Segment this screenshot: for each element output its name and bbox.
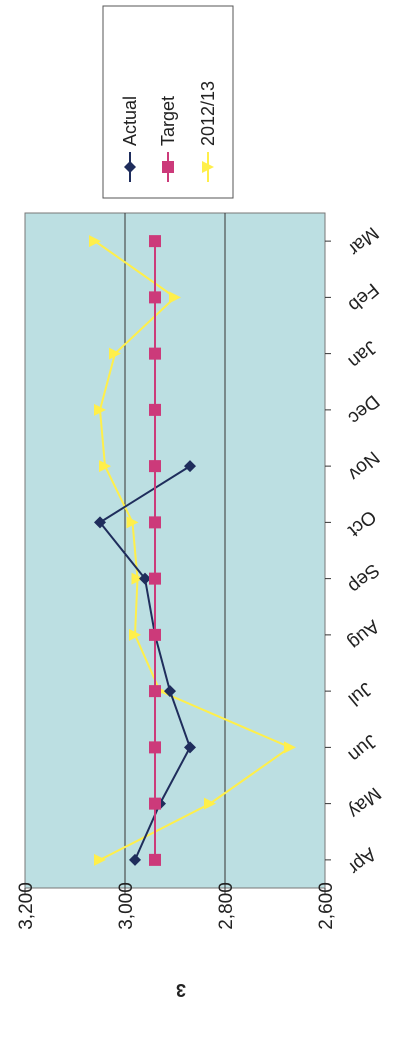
data-point: [169, 291, 181, 304]
x-tick-label: Mar: [343, 222, 382, 260]
data-point: [99, 460, 111, 473]
series-target: [149, 235, 161, 866]
data-point: [149, 291, 161, 304]
data-point: [184, 460, 196, 473]
data-point: [149, 741, 161, 754]
data-point: [109, 347, 121, 360]
x-tick-label: Jan: [344, 336, 381, 372]
data-point: [94, 403, 106, 416]
data-point: [149, 403, 161, 416]
x-tick-label: Apr: [343, 843, 380, 879]
data-point: [149, 685, 161, 698]
data-point: [284, 741, 296, 754]
legend: Actual Target 2012/13: [102, 5, 234, 199]
plot-area: [24, 212, 326, 889]
x-tick-label: May: [343, 783, 384, 822]
data-point: [204, 797, 216, 810]
data-point: [94, 853, 106, 866]
data-point: [94, 516, 106, 529]
series-2012-13: [89, 235, 296, 866]
data-point: [149, 516, 161, 529]
data-point: [89, 235, 101, 248]
x-tick-label: Dec: [344, 390, 383, 428]
legend-label: Actual: [120, 96, 140, 146]
legend-item: Target: [158, 96, 178, 182]
y-axis-ticks: 3,200 3,000 2,800 2,600: [16, 882, 337, 930]
legend-label: Target: [158, 96, 178, 146]
legend-swatch-marker: [124, 161, 136, 173]
data-point: [149, 572, 161, 585]
data-point: [164, 685, 176, 698]
data-point: [149, 347, 161, 360]
x-tick-label: Jul: [344, 678, 376, 710]
x-tick-label: Jun: [344, 730, 381, 766]
legend-items: Actual Target 2012/13: [120, 81, 218, 182]
y-tick-label: 2,600: [316, 882, 337, 930]
series-layer: [89, 235, 296, 866]
data-point: [131, 572, 144, 585]
legend-swatch-marker: [202, 161, 214, 173]
data-point: [149, 797, 161, 810]
series-line: [98, 465, 192, 861]
page-mark: 3: [176, 980, 186, 1000]
data-point: [149, 628, 161, 641]
data-point: [139, 572, 151, 585]
x-axis-ticks: Apr May Jun Jul Aug Sep Oct Nov Dec Jan Feb Mar: [325, 222, 385, 879]
grid-lines: [124, 213, 226, 888]
data-point: [129, 628, 141, 641]
data-point: [149, 853, 161, 866]
data-point: [129, 853, 141, 866]
data-point: [126, 516, 139, 529]
y-tick-label: 2,800: [216, 882, 237, 930]
x-tick-label: Oct: [343, 506, 380, 542]
legend-label: 2012/13: [198, 81, 218, 146]
x-tick-label: Nov: [343, 447, 383, 485]
legend-swatch-marker: [162, 161, 174, 173]
series-line: [94, 240, 293, 861]
x-tick-label: Aug: [344, 615, 383, 653]
y-tick-label: 3,200: [16, 882, 37, 930]
x-tick-label: Feb: [344, 278, 383, 315]
y-tick-label: 3,000: [116, 882, 137, 930]
x-tick-label: Sep: [344, 559, 383, 597]
legend-item: Actual: [120, 96, 140, 182]
data-point: [184, 741, 196, 754]
data-point: [149, 235, 161, 248]
legend-item: 2012/13: [198, 81, 218, 182]
data-point: [149, 460, 161, 473]
